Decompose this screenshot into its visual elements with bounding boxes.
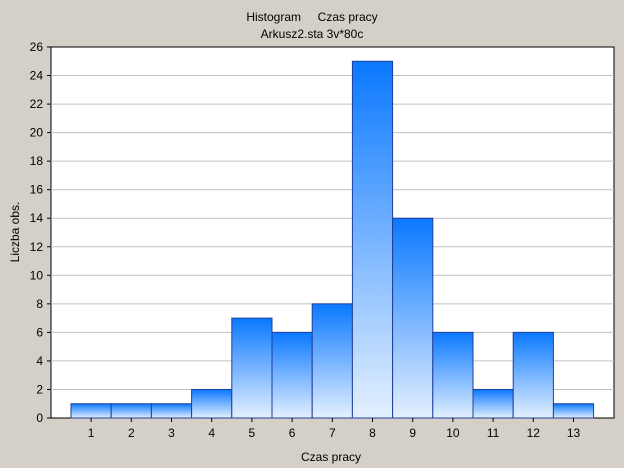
x-tick-label: 4: [208, 426, 215, 440]
y-tick-label: 12: [30, 240, 44, 254]
bar-1: [70, 403, 112, 419]
bar-10: [432, 331, 474, 419]
x-tick-label: 1: [88, 426, 95, 440]
y-tick-label: 14: [30, 211, 44, 225]
x-axis: 1 2 3 4 5 6 7 8 9 10 11 12 13: [88, 418, 581, 440]
y-tick-label: 22: [30, 97, 44, 111]
bar-5: [231, 317, 273, 419]
bar-2: [110, 403, 152, 419]
x-tick-label: 9: [409, 426, 416, 440]
bars: [70, 60, 595, 419]
bar-12: [512, 331, 554, 419]
y-axis-label: Liczba obs.: [8, 202, 22, 263]
y-tick-label: 26: [30, 40, 44, 54]
y-tick-label: 16: [30, 183, 44, 197]
y-tick-label: 4: [36, 354, 43, 368]
x-tick-label: 7: [329, 426, 336, 440]
x-tick-label: 10: [446, 426, 460, 440]
bar-6: [271, 331, 313, 419]
y-tick-label: 10: [30, 268, 44, 282]
y-tick-label: 0: [36, 411, 43, 425]
x-tick-label: 6: [289, 426, 296, 440]
bar-3: [150, 403, 193, 419]
y-tick-label: 24: [30, 69, 44, 83]
y-tick-label: 2: [36, 382, 43, 396]
x-tick-label: 2: [128, 426, 135, 440]
chart-subtitle: Arkusz2.sta 3v*80c: [261, 27, 364, 41]
y-tick-label: 6: [36, 325, 43, 339]
bar-11: [472, 388, 514, 419]
y-tick-label: 20: [30, 126, 44, 140]
x-axis-label: Czas pracy: [301, 450, 361, 464]
bar-13: [552, 403, 595, 419]
y-tick-label: 8: [36, 297, 43, 311]
bar-4: [191, 388, 233, 419]
x-tick-label: 5: [249, 426, 256, 440]
x-tick-label: 11: [487, 426, 500, 440]
x-tick-label: 8: [369, 426, 376, 440]
bar-9: [392, 217, 434, 419]
bar-8: [351, 60, 394, 419]
bar-7: [311, 303, 353, 419]
chart-title: Histogram Czas pracy: [246, 10, 377, 24]
x-tick-label: 12: [527, 426, 541, 440]
y-tick-label: 18: [30, 154, 44, 168]
x-tick-label: 3: [168, 426, 175, 440]
x-tick-label: 13: [567, 426, 581, 440]
